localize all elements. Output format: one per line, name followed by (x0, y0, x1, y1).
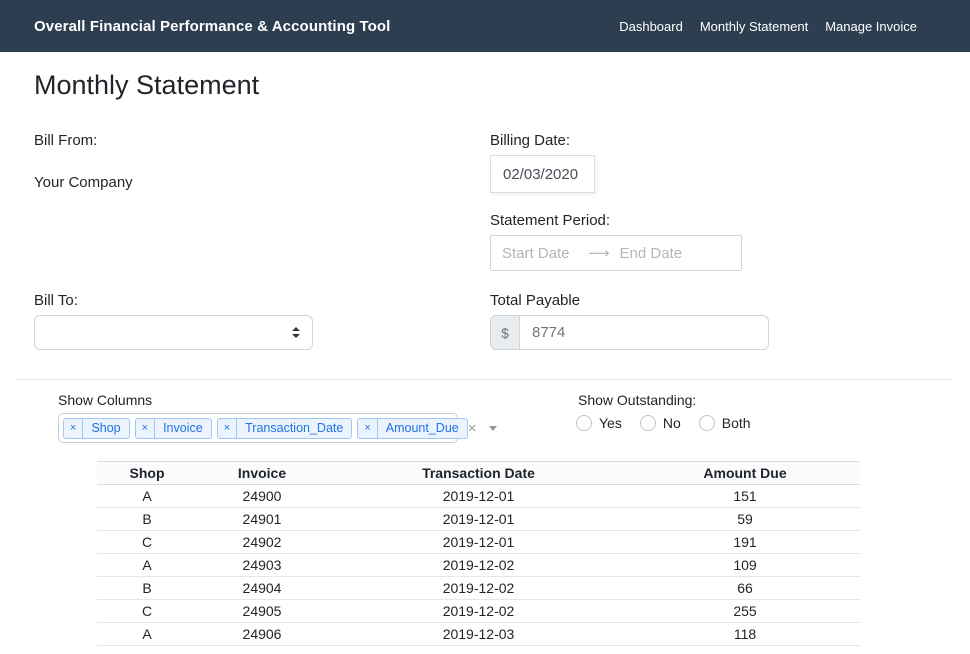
column-tag: × Amount_Due (357, 417, 468, 439)
column-header: Invoice (197, 461, 327, 485)
nav-link-dashboard[interactable]: Dashboard (619, 18, 683, 34)
column-header: Amount Due (630, 461, 860, 485)
table-row: A 24906 2019-12-03 118 (97, 622, 860, 646)
column-tag: × Shop (63, 417, 130, 439)
table-cell: 109 (630, 553, 860, 577)
table-cell: 24903 (197, 553, 327, 577)
radio-circle-icon[interactable] (698, 415, 715, 431)
arrow-right-icon: ⟶ (588, 245, 610, 262)
column-header: Transaction Date (327, 461, 630, 485)
top-navbar: Overall Financial Performance & Accounti… (0, 0, 970, 52)
radio-label: No (662, 415, 681, 431)
table-cell: 118 (630, 622, 860, 646)
select-updown-icon (292, 327, 300, 338)
column-tag-label: Shop (91, 421, 121, 435)
show-columns-label: Show Columns (58, 392, 153, 408)
table-header-row: Shop Invoice Transaction Date Amount Due (97, 461, 860, 485)
table-cell: A (97, 622, 197, 646)
radio-circle-icon[interactable] (639, 415, 656, 431)
start-date-input[interactable]: Start Date (502, 244, 570, 262)
billing-date-label: Billing Date: (490, 132, 571, 149)
chevron-down-icon[interactable] (488, 425, 497, 431)
table-row: B 24901 2019-12-01 59 (97, 507, 860, 531)
table-cell: 191 (630, 530, 860, 554)
currency-addon: $ (491, 316, 520, 349)
page-title: Monthly Statement (34, 70, 260, 100)
bill-from-label: Bill From: (34, 132, 98, 149)
radio-circle-icon[interactable] (576, 415, 592, 431)
table-row: A 24903 2019-12-02 109 (97, 553, 860, 577)
radio-option-no[interactable]: No (639, 415, 681, 431)
total-payable-label: Total Payable (490, 292, 581, 309)
table-row: A 24900 2019-12-01 151 (97, 484, 860, 508)
remove-tag-icon[interactable]: × (218, 418, 238, 438)
table-cell: 24901 (197, 507, 327, 531)
remove-tag-icon[interactable]: × (358, 418, 378, 438)
table-cell: 255 (630, 599, 860, 623)
table-cell: 2019-12-03 (327, 622, 630, 646)
app-title: Overall Financial Performance & Accounti… (34, 17, 391, 35)
column-tag-label: Transaction_Date (245, 421, 344, 435)
table-row: C 24905 2019-12-02 255 (97, 599, 860, 623)
outstanding-radio-group: Yes No Both (576, 415, 751, 431)
bill-to-select[interactable] (34, 315, 313, 350)
table-cell: 2019-12-02 (327, 599, 630, 623)
table-cell: B (97, 507, 197, 531)
table-cell: 24905 (197, 599, 327, 623)
table-cell: 2019-12-01 (327, 507, 630, 531)
total-payable-value: 8774 (532, 324, 566, 341)
billing-date-input[interactable]: 02/03/2020 (490, 155, 595, 193)
billing-date-value: 02/03/2020 (503, 165, 579, 183)
table-cell: 2019-12-02 (327, 576, 630, 600)
selected-column-tags: × Shop × Invoice × Transaction_Date × Amount_Du… (63, 417, 468, 439)
table-cell: 24906 (197, 622, 327, 646)
table-cell: 24900 (197, 484, 327, 508)
statement-period-label: Statement Period: (490, 212, 611, 229)
table-cell: A (97, 484, 197, 508)
bill-from-value: Your Company (34, 174, 133, 191)
table-cell: 2019-12-02 (327, 553, 630, 577)
table-row: C 24902 2019-12-01 191 (97, 530, 860, 554)
radio-label: Yes (599, 415, 622, 431)
table-cell: C (97, 599, 197, 623)
table-cell: C (97, 530, 197, 554)
column-tag: × Invoice (134, 417, 212, 439)
statement-period-range-picker[interactable]: Start Date ⟶ End Date (490, 235, 742, 271)
table-cell: 151 (630, 484, 860, 508)
remove-tag-icon[interactable]: × (136, 418, 156, 438)
table-cell: 66 (630, 576, 860, 600)
table-cell: A (97, 553, 197, 577)
table-cell: 59 (630, 507, 860, 531)
bill-to-label: Bill To: (34, 292, 78, 309)
remove-tag-icon[interactable]: × (64, 418, 84, 438)
clear-all-icon[interactable]: × (467, 419, 477, 437)
table-cell: 24904 (197, 576, 327, 600)
column-tag-label: Amount_Due (385, 421, 459, 435)
top-nav: Dashboard Monthly Statement Manage Invoice (619, 19, 917, 34)
column-tag: × Transaction_Date (216, 417, 353, 439)
table-cell: 2019-12-01 (327, 484, 630, 508)
column-header: Shop (97, 461, 197, 485)
total-payable-input[interactable]: 8774 (520, 316, 768, 349)
nav-link-monthly-statement[interactable]: Monthly Statement (699, 18, 809, 34)
table-header: Shop Invoice Transaction Date Amount Due (97, 461, 860, 485)
nav-link-manage-invoice[interactable]: Manage Invoice (825, 18, 917, 34)
table-cell: 2019-12-01 (327, 530, 630, 554)
radio-label: Both (721, 415, 751, 431)
show-outstanding-label: Show Outstanding: (578, 392, 697, 408)
main-content: Monthly Statement Bill From: Your Compan… (0, 52, 970, 654)
end-date-input[interactable]: End Date (619, 244, 683, 262)
total-payable-group: $ 8774 (490, 315, 769, 350)
radio-option-yes[interactable]: Yes (576, 415, 622, 431)
section-divider (17, 379, 953, 380)
show-columns-multiselect[interactable]: × Shop × Invoice × Transaction_Date × Amount_Du… (58, 413, 497, 443)
column-tag-label: Invoice (163, 421, 203, 435)
table-row: B 24904 2019-12-02 66 (97, 576, 860, 600)
radio-option-both[interactable]: Both (698, 415, 751, 431)
table-cell: B (97, 576, 197, 600)
table-cell: 24902 (197, 530, 327, 554)
table-body: A 24900 2019-12-01 151 B 24901 2019-12-01 59 C 24… (97, 484, 860, 646)
